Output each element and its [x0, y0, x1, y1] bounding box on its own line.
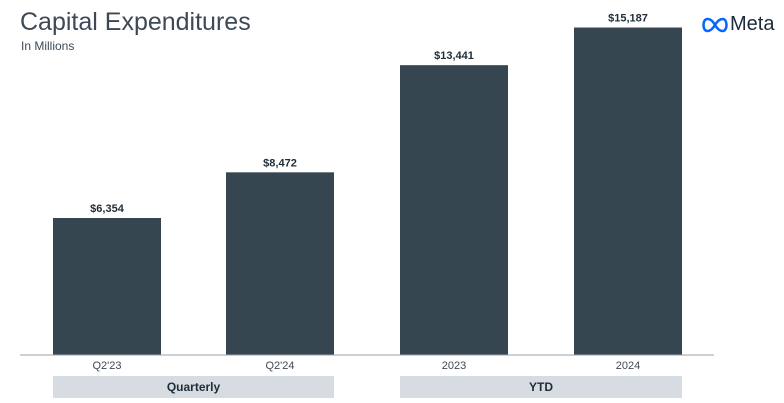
data-label: $6,354 — [90, 203, 125, 215]
group-band-quarterly — [53, 376, 334, 398]
group-label: YTD — [529, 380, 553, 394]
x-tick-label: 2024 — [616, 360, 640, 372]
bar-2023 — [400, 65, 508, 355]
meta-infinity-icon — [702, 17, 728, 32]
data-label: $15,187 — [608, 13, 648, 25]
group-label: Quarterly — [167, 380, 221, 394]
data-label: $13,441 — [434, 50, 474, 62]
meta-logo: Meta — [702, 13, 774, 36]
bar-q224 — [226, 172, 334, 355]
bar-2024 — [574, 27, 682, 356]
group-band-ytd — [400, 376, 682, 398]
x-tick-label: Q2'23 — [92, 360, 121, 372]
chart-subtitle: In Millions — [21, 39, 75, 53]
x-tick-label: Q2'24 — [265, 360, 294, 372]
chart-title: Capital Expenditures — [20, 8, 251, 36]
data-label: $8,472 — [263, 157, 297, 169]
x-tick-label: 2023 — [442, 360, 466, 372]
bar-q223 — [53, 217, 161, 355]
logo-text: Meta — [730, 13, 775, 35]
